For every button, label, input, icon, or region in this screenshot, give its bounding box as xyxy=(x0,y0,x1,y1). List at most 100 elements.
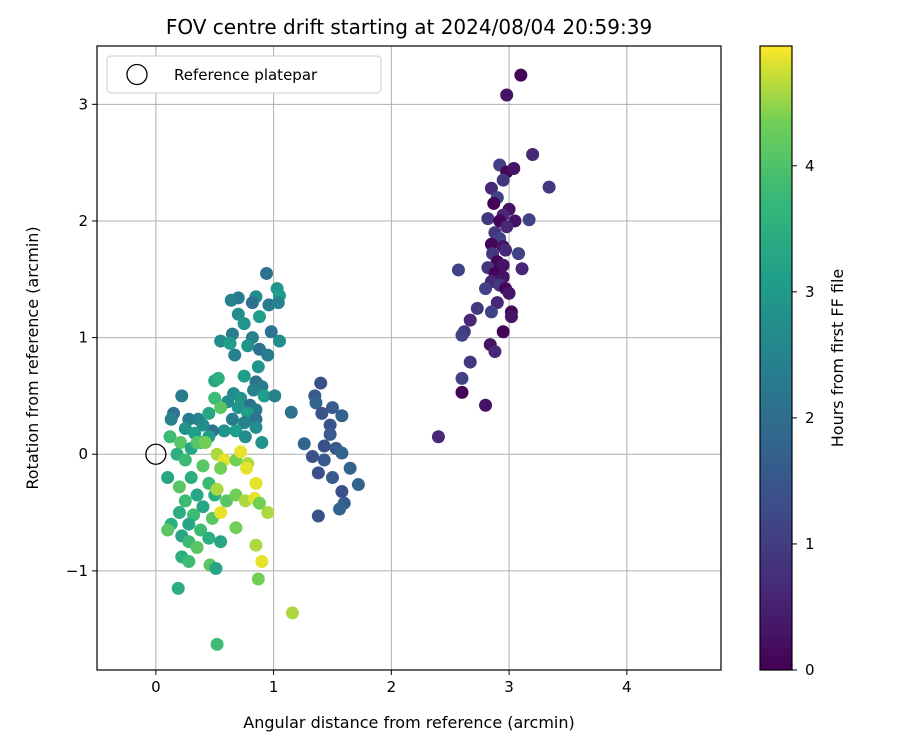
x-tick-label: 4 xyxy=(622,678,632,696)
data-point xyxy=(161,471,175,485)
data-point xyxy=(257,389,271,403)
data-point xyxy=(255,436,269,450)
data-point xyxy=(252,310,266,324)
data-point xyxy=(178,453,192,467)
data-point xyxy=(500,88,514,102)
data-point xyxy=(488,345,502,359)
data-point xyxy=(175,389,189,403)
x-tick-label: 1 xyxy=(269,678,279,696)
data-point xyxy=(241,339,255,353)
data-point xyxy=(184,471,198,485)
data-point xyxy=(231,307,245,321)
colorbar-tick-label: 4 xyxy=(805,157,815,175)
data-point xyxy=(229,424,243,438)
y-axis-label: Rotation from reference (arcmin) xyxy=(23,226,42,489)
data-point xyxy=(470,301,484,315)
data-point xyxy=(237,317,251,331)
data-point xyxy=(309,396,323,410)
data-point xyxy=(229,488,243,502)
data-point xyxy=(208,391,222,405)
data-point xyxy=(178,494,192,508)
data-point xyxy=(343,461,357,475)
data-point xyxy=(490,296,504,310)
data-point xyxy=(245,296,259,310)
data-point xyxy=(255,555,269,569)
chart-title: FOV centre drift starting at 2024/08/04 … xyxy=(166,15,652,39)
data-point xyxy=(511,247,525,261)
legend-marker xyxy=(126,63,148,86)
data-point xyxy=(311,466,325,480)
colorbar-tick-label: 0 xyxy=(805,661,815,679)
data-point xyxy=(161,523,175,537)
data-point xyxy=(315,406,329,420)
data-point xyxy=(325,471,339,485)
data-point xyxy=(231,401,245,415)
data-point xyxy=(285,606,299,620)
data-point xyxy=(455,328,469,342)
x-axis-ticks: 0 1 2 3 4 xyxy=(151,670,632,696)
data-point xyxy=(487,196,501,210)
data-point xyxy=(325,401,339,415)
data-point xyxy=(484,181,498,195)
data-point xyxy=(234,445,248,459)
data-point xyxy=(164,412,178,426)
data-point xyxy=(261,506,275,520)
x-axis-label: Angular distance from reference (arcmin) xyxy=(243,713,574,732)
data-point xyxy=(163,430,177,444)
data-point xyxy=(210,637,224,651)
data-point xyxy=(502,286,516,300)
data-point xyxy=(211,371,225,385)
colorbar-frame xyxy=(759,45,793,671)
data-point xyxy=(542,180,556,194)
y-axis-ticks: −1 0 1 2 3 xyxy=(66,95,97,580)
data-point xyxy=(323,418,337,432)
data-point xyxy=(224,293,238,307)
data-point xyxy=(431,430,445,444)
data-point xyxy=(220,494,234,508)
data-point xyxy=(451,263,465,277)
data-point xyxy=(260,266,274,280)
plot-frame xyxy=(96,45,722,671)
data-point xyxy=(196,418,210,432)
x-tick-label: 3 xyxy=(504,678,514,696)
legend-box xyxy=(106,55,382,94)
data-point xyxy=(223,336,237,350)
data-point xyxy=(182,555,196,569)
data-point xyxy=(323,427,337,441)
data-point xyxy=(496,325,510,339)
colorbar-tick-label: 2 xyxy=(805,409,815,427)
data-point xyxy=(249,420,263,434)
data-point xyxy=(228,348,242,362)
data-point xyxy=(311,509,325,523)
data-point xyxy=(210,482,224,496)
data-point xyxy=(284,405,298,419)
data-point xyxy=(496,173,510,187)
data-point xyxy=(249,538,263,552)
data-point xyxy=(202,406,216,420)
y-tick-label: −1 xyxy=(66,562,88,580)
data-point xyxy=(214,535,228,549)
data-point xyxy=(335,409,349,423)
data-point xyxy=(484,305,498,319)
data-point xyxy=(335,485,349,499)
colorbar-label: Hours from first FF file xyxy=(828,269,847,448)
colorbar-ticks: 0 1 2 3 4 xyxy=(792,157,815,679)
data-point xyxy=(314,376,328,390)
data-point xyxy=(481,212,495,226)
legend: Reference platepar xyxy=(106,55,382,94)
data-point xyxy=(196,459,210,473)
colorbar-gradient xyxy=(760,46,792,670)
data-point xyxy=(249,476,263,490)
data-point xyxy=(317,453,331,467)
data-point xyxy=(214,401,228,415)
data-point xyxy=(251,572,265,586)
data-point xyxy=(196,500,210,514)
data-point xyxy=(194,523,208,537)
data-point xyxy=(317,439,331,453)
y-tick-label: 0 xyxy=(78,445,88,463)
data-point xyxy=(264,325,278,339)
data-point xyxy=(182,517,196,531)
data-point xyxy=(214,506,228,520)
data-point xyxy=(526,147,540,161)
y-tick-label: 2 xyxy=(78,212,88,230)
